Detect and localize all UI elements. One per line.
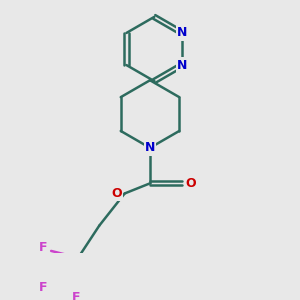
Text: N: N — [177, 26, 187, 39]
Text: F: F — [71, 291, 80, 300]
Text: F: F — [38, 241, 47, 254]
Text: N: N — [145, 141, 155, 154]
Text: O: O — [185, 177, 196, 190]
Text: O: O — [111, 187, 122, 200]
Text: N: N — [177, 58, 187, 72]
Text: F: F — [38, 281, 47, 294]
